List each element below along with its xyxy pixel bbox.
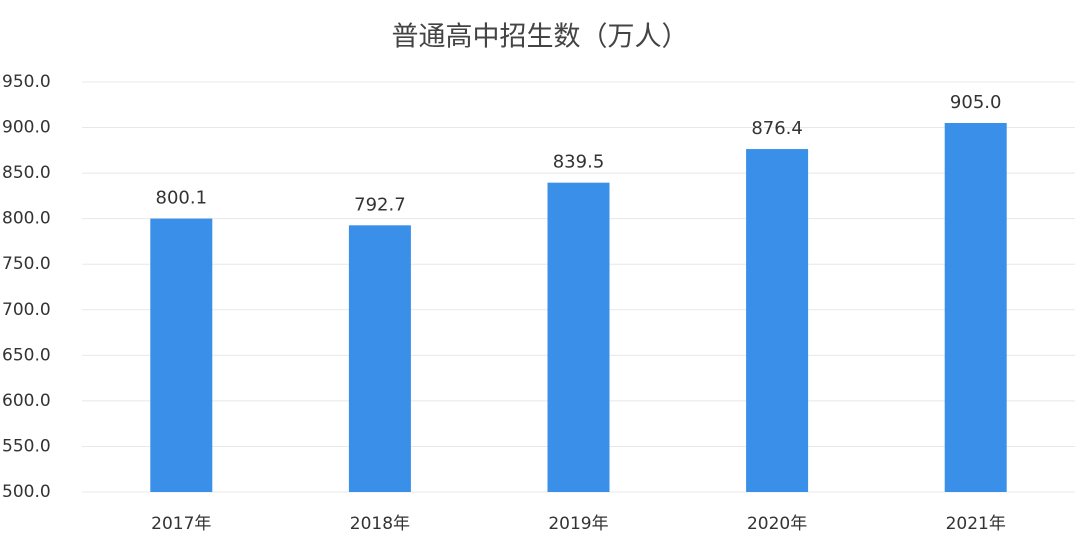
x-tick-label: 2020年: [747, 514, 807, 534]
value-label: 905.0: [950, 92, 1002, 113]
y-tick-label: 950.0: [2, 72, 51, 92]
x-tick-label: 2021年: [946, 514, 1006, 534]
bar: [944, 123, 1007, 492]
y-tick-label: 900.0: [2, 118, 51, 138]
y-tick-label: 800.0: [2, 209, 51, 229]
value-label: 876.4: [751, 118, 803, 139]
chart-title: 普通高中招生数（万人）: [392, 22, 689, 53]
value-label: 800.1: [156, 188, 208, 209]
value-label: 839.5: [553, 152, 605, 173]
x-tick-label: 2018年: [350, 514, 410, 534]
y-tick-label: 600.0: [2, 391, 51, 411]
bar: [547, 182, 610, 492]
bar: [746, 149, 809, 492]
y-tick-label: 650.0: [2, 345, 51, 365]
y-tick-label: 500.0: [2, 482, 51, 502]
y-tick-label: 750.0: [2, 254, 51, 274]
value-label: 792.7: [354, 194, 406, 215]
x-tick-label: 2017年: [151, 514, 211, 534]
y-tick-label: 550.0: [2, 436, 51, 456]
y-tick-label: 850.0: [2, 163, 51, 183]
y-tick-label: 700.0: [2, 300, 51, 320]
bar: [150, 218, 213, 492]
x-tick-label: 2019年: [548, 514, 608, 534]
bar: [348, 225, 411, 492]
